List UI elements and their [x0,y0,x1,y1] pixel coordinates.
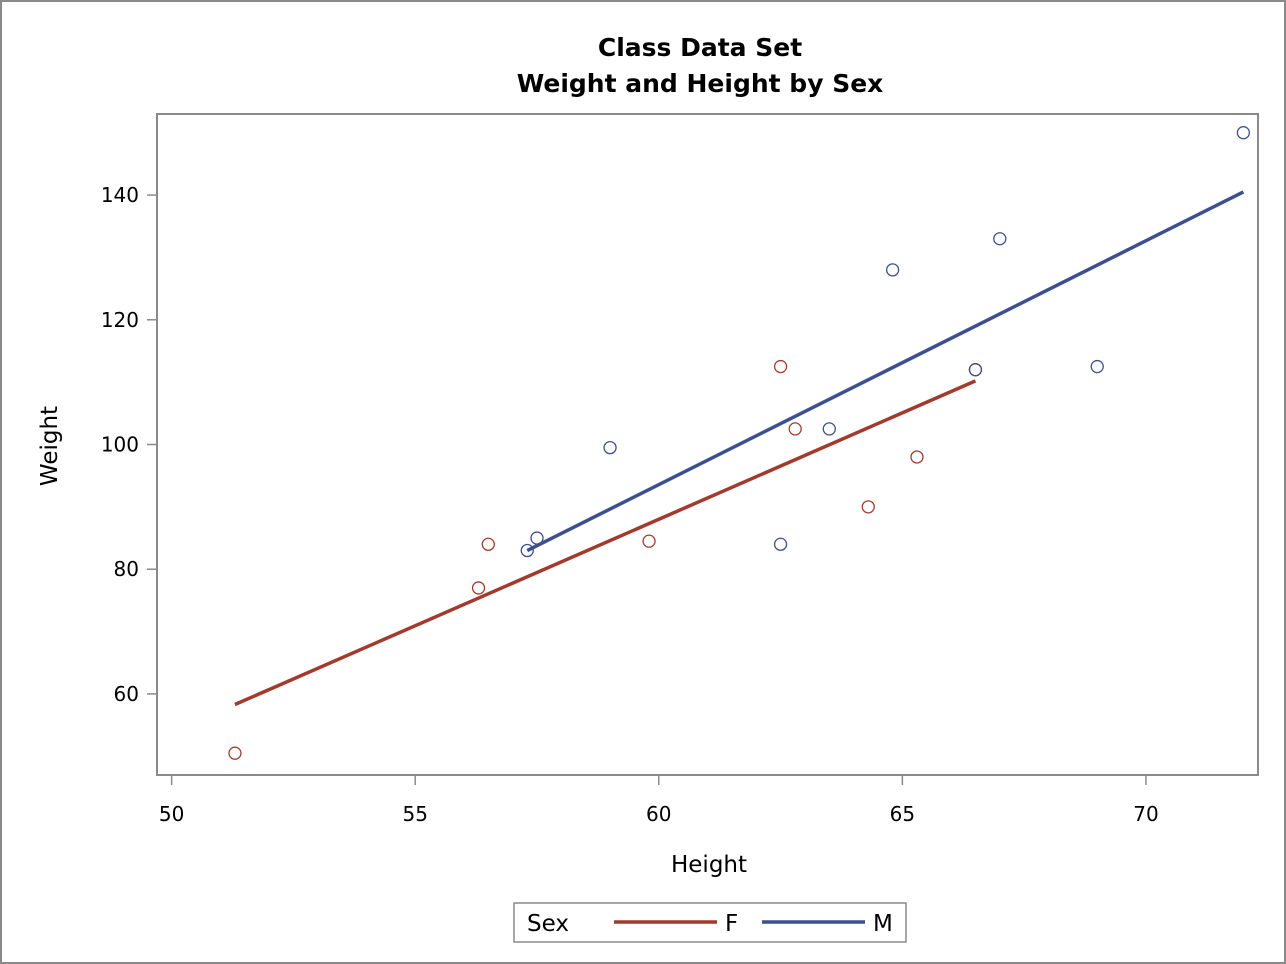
y-tick-label: 80 [114,557,139,581]
y-axis: 60 80 100 120 140 [101,183,157,706]
x-tick-label: 65 [890,802,915,826]
data-point-m [603,440,617,455]
y-tick-label: 140 [101,183,139,207]
data-point-m [968,363,983,377]
data-point-f [910,450,924,464]
data-point-f [228,746,242,760]
series-layer [228,126,1251,760]
y-tick-label: 60 [114,682,139,706]
legend: Sex F M [513,902,907,943]
y-tick-label: 100 [101,433,139,457]
chart-subtitle: Weight and Height by Sex [517,69,884,98]
data-point-f [788,422,802,436]
x-axis-label: Height [671,852,747,878]
data-point-m [1236,126,1251,140]
data-point-m [1090,359,1104,374]
data-point-m [822,422,836,436]
x-tick-label: 50 [159,802,184,826]
y-axis-label: Weight [37,406,63,486]
data-point-m [520,543,534,558]
x-tick-label: 55 [402,802,427,826]
x-axis: 50 55 60 65 70 [159,775,1159,826]
fit-line-m [526,190,1245,553]
data-point-f [642,534,656,548]
y-tick-label: 120 [101,308,139,332]
data-point-m [530,531,544,545]
data-point-f [481,537,495,551]
fit-line-f [234,379,977,707]
data-point-f [861,500,875,514]
legend-label-m: M [873,911,893,937]
legend-label-f: F [725,911,738,937]
legend-title: Sex [527,911,569,937]
data-point-m [773,537,788,551]
data-point-f [471,581,486,595]
data-point-m [885,263,900,277]
data-point-m [993,232,1007,246]
chart-title: Class Data Set [598,33,802,62]
data-point-f [773,359,788,374]
x-tick-label: 70 [1133,802,1158,826]
x-tick-label: 60 [646,802,671,826]
plot-area [156,113,1259,776]
